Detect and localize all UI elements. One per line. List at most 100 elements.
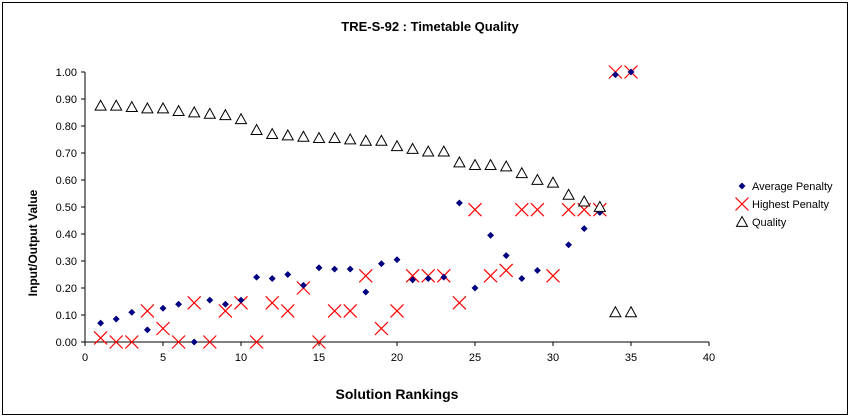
x-tick-label: 15	[313, 352, 325, 364]
legend-label: Quality	[752, 217, 787, 229]
y-tick-label: 0.20	[56, 283, 77, 295]
x-stroke	[483, 268, 498, 283]
x-stroke	[202, 335, 217, 349]
data-point	[250, 123, 263, 135]
data-point	[312, 335, 326, 349]
data-point	[249, 335, 264, 349]
data-point	[577, 195, 591, 207]
plot-area: 0.00 0.10 0.20 0.30 0.40 0.50 0.60 0.70 0.80 0.90…	[56, 65, 715, 364]
data-point	[452, 295, 467, 310]
data-point	[109, 335, 124, 349]
data-point	[580, 225, 588, 233]
x-stroke	[218, 304, 233, 318]
data-point	[487, 231, 495, 239]
x-tick-label: 40	[703, 352, 715, 364]
legend-item: Quality	[735, 215, 787, 229]
data-point	[424, 274, 432, 283]
data-point	[297, 130, 310, 142]
data-point	[112, 315, 120, 323]
data-point	[502, 252, 510, 260]
data-point	[484, 158, 497, 171]
data-point	[518, 274, 526, 283]
data-point	[156, 321, 170, 336]
data-point	[455, 199, 463, 207]
x-stroke	[187, 295, 202, 310]
data-point	[565, 241, 573, 249]
data-point	[343, 132, 357, 145]
x-tick-label: 10	[235, 352, 247, 364]
x-stroke	[514, 202, 529, 217]
data-point	[125, 100, 139, 112]
y-tick-label: 0.80	[56, 121, 77, 133]
data-point	[593, 200, 607, 212]
x-stroke	[124, 335, 139, 349]
x-stroke	[390, 304, 404, 318]
data-point	[94, 99, 107, 111]
data-point	[265, 295, 280, 310]
data-point	[468, 158, 482, 171]
data-point	[187, 295, 202, 310]
data-point	[128, 308, 136, 316]
x-stroke	[468, 202, 482, 217]
x-stroke	[405, 268, 420, 283]
data-point	[187, 105, 201, 118]
legend-item: Highest Penalty	[735, 197, 830, 211]
legend-marker	[735, 197, 749, 211]
data-point	[453, 155, 466, 168]
data-point	[346, 265, 354, 273]
data-point	[171, 335, 186, 349]
y-tick-label: 0.50	[56, 202, 77, 214]
data-point	[375, 134, 388, 146]
data-point	[140, 304, 155, 318]
data-point	[237, 296, 245, 304]
data-point	[362, 288, 370, 296]
x-stroke	[546, 268, 560, 283]
y-tick-label: 0.60	[56, 175, 77, 187]
data-point	[218, 304, 233, 318]
series-highest-penalty	[93, 65, 638, 349]
data-point	[265, 127, 279, 139]
y-axis-title: Input/Output Value	[26, 189, 40, 296]
data-point	[284, 270, 292, 279]
data-point	[253, 273, 261, 281]
data-point	[358, 268, 373, 283]
x-stroke	[343, 304, 358, 318]
data-point	[531, 173, 544, 185]
data-point	[281, 128, 295, 141]
legend: Average Penalty Highest Penalty Quality	[735, 181, 833, 229]
y-tick-label: 0.00	[56, 337, 77, 349]
x-stroke	[735, 197, 749, 211]
data-point	[327, 304, 342, 318]
x-stroke	[265, 295, 280, 310]
data-point	[202, 335, 217, 349]
data-point	[393, 256, 401, 264]
x-axis-title: Solution Rankings	[336, 386, 459, 402]
data-point	[562, 188, 575, 200]
x-tick-label: 30	[547, 352, 559, 364]
data-point	[530, 202, 545, 217]
x-stroke	[171, 335, 186, 349]
x-tick-label: 20	[391, 352, 403, 364]
x-tick-label: 5	[160, 352, 166, 364]
x-stroke	[312, 335, 326, 349]
x-stroke	[358, 268, 373, 283]
data-point	[93, 331, 108, 345]
data-point	[156, 101, 170, 114]
data-point	[219, 108, 232, 121]
data-point	[234, 112, 248, 125]
data-point	[499, 159, 513, 172]
x-stroke	[561, 202, 576, 217]
x-tick-label: 25	[469, 352, 481, 364]
data-point	[483, 268, 498, 283]
data-point	[515, 166, 529, 179]
data-point	[390, 304, 404, 318]
data-point	[359, 134, 373, 146]
data-point	[280, 304, 295, 318]
data-point	[561, 202, 576, 217]
data-point	[377, 260, 385, 268]
x-tick-label: 35	[625, 352, 637, 364]
y-tick-label: 0.40	[56, 229, 77, 241]
data-point	[406, 142, 419, 154]
series-average-penalty	[97, 68, 635, 346]
